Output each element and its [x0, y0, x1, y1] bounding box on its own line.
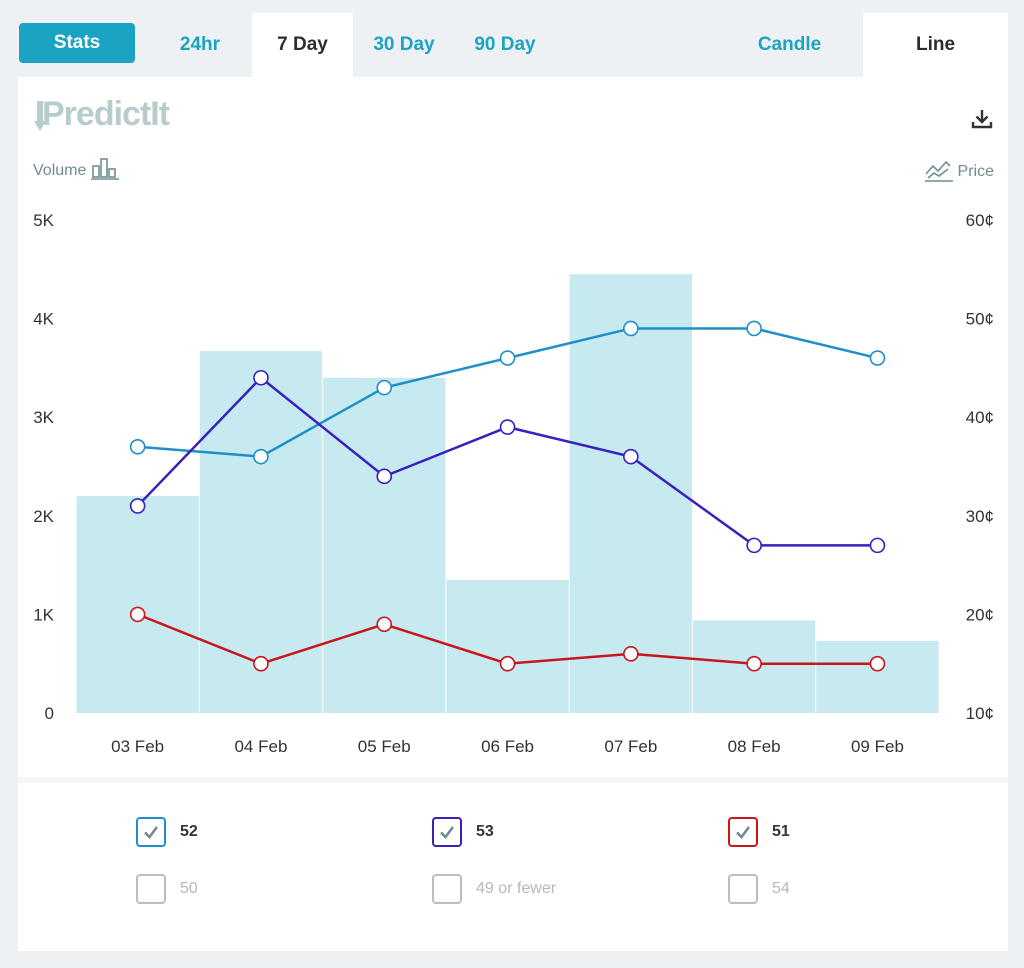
series-point-51[interactable]	[129, 606, 146, 623]
series-point-53[interactable]	[746, 537, 762, 554]
chart-widget: Stats 24hr 7 Day 30 Day 90 Day Candle Li…	[18, 13, 1008, 951]
series-point-53[interactable]	[253, 369, 269, 386]
price-tick-label: 50¢	[966, 310, 994, 329]
date-tick-label: 06 Feb	[481, 737, 534, 756]
series-point-53[interactable]	[499, 419, 516, 435]
tab-90-day[interactable]: 90 Day	[474, 34, 536, 55]
line-chart-icon	[924, 156, 954, 187]
series-point-51[interactable]	[623, 646, 639, 662]
tab-bar: Stats 24hr 7 Day 30 Day 90 Day Candle Li…	[18, 13, 1008, 77]
series-point-51[interactable]	[499, 655, 516, 672]
price-volume-chart: 0 1K 2K 3K 4K 5K 10¢ 20¢ 30¢ 40¢ 50¢ 60¢ 03 Feb 04 Fe…	[33, 211, 994, 756]
date-tick-label: 05 Feb	[358, 737, 411, 756]
series-point-51[interactable]	[376, 616, 393, 633]
series-point-52[interactable]	[253, 448, 269, 465]
volume-tick-label: 2K	[33, 507, 54, 526]
chart-panel: PredictIt Volume	[18, 77, 1008, 951]
legend-item[interactable]: 50	[136, 874, 198, 904]
legend-label: 54	[772, 880, 790, 897]
legend-label: 51	[772, 823, 790, 840]
volume-bar	[76, 496, 199, 713]
legend-item[interactable]: 49 or fewer	[432, 874, 556, 904]
legend-checkbox[interactable]	[136, 817, 166, 847]
legend-checkbox[interactable]	[728, 874, 758, 904]
date-tick-label: 08 Feb	[728, 737, 781, 756]
volume-tick-label: 0	[45, 704, 54, 723]
legend-label: 50	[180, 880, 198, 897]
volume-tick-label: 4K	[33, 310, 54, 329]
legend-checkbox[interactable]	[432, 874, 462, 904]
legend-checkbox[interactable]	[728, 817, 758, 847]
series-point-52[interactable]	[869, 350, 886, 366]
tab-7-day[interactable]: 7 Day	[252, 13, 353, 77]
legend-item[interactable]: 54	[728, 874, 790, 904]
check-icon	[144, 826, 159, 839]
price-tick-label: 40¢	[966, 408, 994, 427]
date-tick-label: 04 Feb	[234, 737, 287, 756]
legend-label: 52	[180, 823, 198, 840]
series-point-53[interactable]	[376, 468, 393, 485]
volume-bar	[446, 579, 569, 713]
series-point-51[interactable]	[253, 655, 269, 672]
price-tick-label: 30¢	[966, 507, 994, 526]
legend-item[interactable]: 51	[728, 817, 790, 847]
tab-line[interactable]: Line	[863, 13, 1008, 77]
price-tick-label: 60¢	[966, 211, 994, 230]
price-tick-label: 10¢	[966, 704, 994, 723]
bar-chart-icon	[90, 156, 120, 185]
predictit-logo: PredictIt	[34, 95, 199, 144]
tab-candle[interactable]: Candle	[757, 34, 822, 55]
series-point-51[interactable]	[869, 655, 886, 672]
series-point-52[interactable]	[623, 320, 639, 337]
series-point-53[interactable]	[869, 537, 886, 554]
date-tick-label: 03 Feb	[111, 737, 164, 756]
legend-checkbox[interactable]	[136, 874, 166, 904]
volume-tick-label: 5K	[33, 211, 54, 230]
price-label-text: Price	[957, 162, 994, 180]
legend-item[interactable]: 53	[432, 817, 494, 847]
legend-label: 49 or fewer	[476, 880, 557, 897]
download-icon[interactable]	[970, 107, 994, 136]
tab-24hr[interactable]: 24hr	[179, 34, 221, 55]
series-point-52[interactable]	[746, 320, 762, 337]
check-icon	[736, 826, 751, 839]
volume-bar	[323, 377, 446, 713]
price-tick-label: 20¢	[966, 605, 994, 624]
series-point-52[interactable]	[499, 350, 516, 366]
check-icon	[440, 826, 455, 839]
stats-button[interactable]: Stats	[19, 23, 135, 63]
tab-30-day[interactable]: 30 Day	[373, 34, 435, 55]
volume-axis-label: Volume	[33, 156, 120, 185]
volume-bar	[816, 641, 939, 713]
date-tick-label: 07 Feb	[604, 737, 657, 756]
svg-text:PredictIt: PredictIt	[42, 95, 170, 133]
series-point-52[interactable]	[376, 379, 393, 396]
volume-bar	[569, 274, 692, 713]
price-axis-label: Price	[924, 156, 994, 187]
legend-divider	[18, 777, 1008, 783]
date-tick-label: 09 Feb	[851, 737, 904, 756]
volume-label-text: Volume	[33, 161, 87, 179]
legend-checkbox[interactable]	[432, 817, 462, 847]
series-point-52[interactable]	[129, 438, 146, 455]
series-point-51[interactable]	[746, 655, 762, 672]
legend-item[interactable]: 52	[136, 817, 198, 847]
series-point-53[interactable]	[129, 498, 146, 514]
volume-tick-label: 1K	[33, 605, 54, 624]
volume-tick-label: 3K	[33, 408, 54, 427]
legend-label: 53	[476, 823, 494, 840]
series-point-53[interactable]	[623, 448, 639, 465]
